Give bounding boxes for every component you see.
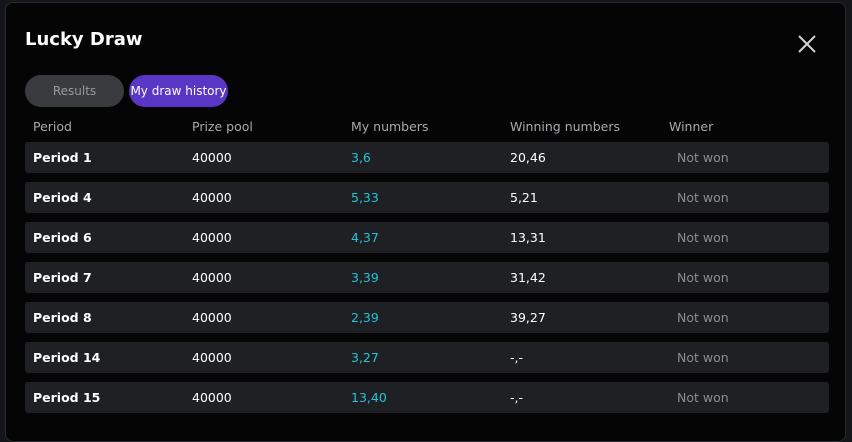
table-cell: Period 8 [33, 310, 92, 325]
table-row: Period 14 40000 3,27 -,- Not won [25, 342, 829, 373]
table-cell: -,- [510, 390, 523, 405]
table-cell: Not won [677, 390, 729, 405]
table-cell: 5,33 [351, 190, 379, 205]
column-header: My numbers [351, 119, 429, 134]
table-cell: 40000 [192, 390, 232, 405]
table-row: Period 1 40000 3,6 20,46 Not won [25, 142, 829, 173]
table-cell: 2,39 [351, 310, 379, 325]
table-cell: Not won [677, 310, 729, 325]
table-cell: Period 1 [33, 150, 92, 165]
table-cell: Not won [677, 230, 729, 245]
column-header: Prize pool [192, 119, 253, 134]
table-cell: 3,6 [351, 150, 371, 165]
table-cell: 3,39 [351, 270, 379, 285]
table-cell: Not won [677, 270, 729, 285]
table-cell: 13,31 [510, 230, 546, 245]
table-cell: 40000 [192, 270, 232, 285]
table-row: Period 4 40000 5,33 5,21 Not won [25, 182, 829, 213]
table-cell: 5,21 [510, 190, 538, 205]
table-cell: Period 15 [33, 390, 101, 405]
table-cell: 13,40 [351, 390, 387, 405]
table-cell: Not won [677, 150, 729, 165]
table-cell: Period 7 [33, 270, 92, 285]
table-cell: 40000 [192, 150, 232, 165]
table-cell: Not won [677, 190, 729, 205]
tab-history[interactable]: My draw history [129, 75, 228, 107]
column-header: Winning numbers [510, 119, 621, 134]
table-row: Period 8 40000 2,39 39,27 Not won [25, 302, 829, 333]
table-cell: 4,37 [351, 230, 379, 245]
table-cell: 40000 [192, 230, 232, 245]
column-header: Period [33, 119, 72, 134]
tab-results[interactable]: Results [25, 75, 124, 107]
table-row: Period 6 40000 4,37 13,31 Not won [25, 222, 829, 253]
modal-title: Lucky Draw [25, 29, 143, 50]
column-header: Winner [669, 119, 714, 134]
table-cell: 20,46 [510, 150, 546, 165]
table-cell: 40000 [192, 350, 232, 365]
table-row: Period 7 40000 3,39 31,42 Not won [25, 262, 829, 293]
table-cell: Not won [677, 350, 729, 365]
table-cell: 40000 [192, 190, 232, 205]
table-row: Period 15 40000 13,40 -,- Not won [25, 382, 829, 413]
table-cell: 39,27 [510, 310, 546, 325]
close-button[interactable] [796, 33, 818, 55]
table-cell: 40000 [192, 310, 232, 325]
table-cell: Period 14 [33, 350, 101, 365]
table-cell: Period 4 [33, 190, 92, 205]
table-cell: -,- [510, 350, 523, 365]
modal: Lucky Draw Results My draw history Perio… [5, 2, 846, 442]
table-cell: 3,27 [351, 350, 379, 365]
table-cell: Period 6 [33, 230, 92, 245]
table-cell: 31,42 [510, 270, 546, 285]
page: Lucky Draw Results My draw history Perio… [5, 2, 846, 442]
